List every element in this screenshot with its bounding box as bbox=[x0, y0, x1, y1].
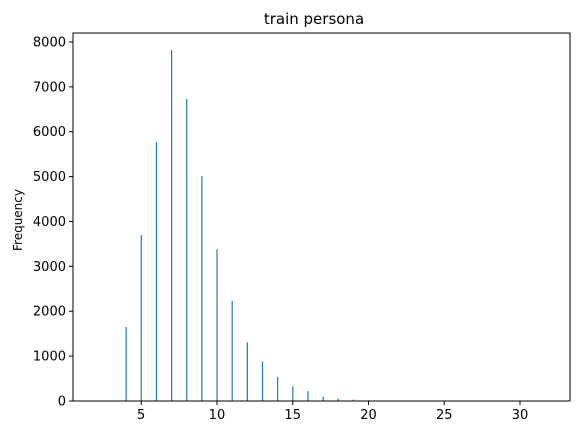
y-tick-label: 5000 bbox=[33, 170, 66, 185]
x-tick-label: 15 bbox=[284, 408, 301, 423]
histogram-bar bbox=[337, 398, 339, 401]
y-axis-ticks: 0 1000 2000 3000 4000 5000 6000 7000 8000 bbox=[33, 35, 73, 410]
x-tick-label: 25 bbox=[436, 408, 453, 423]
bars-group bbox=[125, 50, 551, 402]
chart-title: train persona bbox=[264, 10, 364, 28]
histogram-bar bbox=[125, 326, 127, 401]
y-tick-label: 7000 bbox=[33, 80, 66, 95]
histogram-bar bbox=[246, 342, 248, 401]
histogram-bar bbox=[140, 234, 142, 401]
histogram-bar bbox=[292, 386, 294, 401]
y-tick-label: 3000 bbox=[33, 260, 66, 275]
histogram-bar bbox=[170, 50, 173, 402]
y-tick-label: 1000 bbox=[33, 350, 66, 365]
y-tick-label: 8000 bbox=[33, 35, 66, 50]
histogram-bar bbox=[216, 249, 218, 401]
x-tick-label: 30 bbox=[512, 408, 529, 423]
histogram-bar bbox=[231, 300, 233, 401]
histogram-bar bbox=[201, 176, 203, 401]
histogram-bar bbox=[352, 399, 355, 401]
x-tick-label: 5 bbox=[137, 408, 145, 423]
y-tick-label: 6000 bbox=[33, 125, 66, 140]
histogram-bar bbox=[322, 396, 324, 401]
histogram-bar bbox=[261, 361, 264, 401]
y-axis-label: Frequency bbox=[11, 189, 25, 251]
plot-frame bbox=[72, 32, 571, 402]
x-axis-ticks: 5 10 15 20 25 30 bbox=[137, 401, 528, 423]
y-tick-label: 4000 bbox=[33, 215, 66, 230]
histogram-bar bbox=[307, 391, 309, 401]
y-tick-label: 0 bbox=[58, 395, 66, 410]
histogram-bar bbox=[186, 98, 188, 401]
histogram-bar bbox=[155, 142, 158, 402]
x-tick-label: 10 bbox=[209, 408, 226, 423]
y-tick-label: 2000 bbox=[33, 305, 66, 320]
x-tick-label: 20 bbox=[360, 408, 377, 423]
histogram-bar bbox=[277, 377, 279, 401]
